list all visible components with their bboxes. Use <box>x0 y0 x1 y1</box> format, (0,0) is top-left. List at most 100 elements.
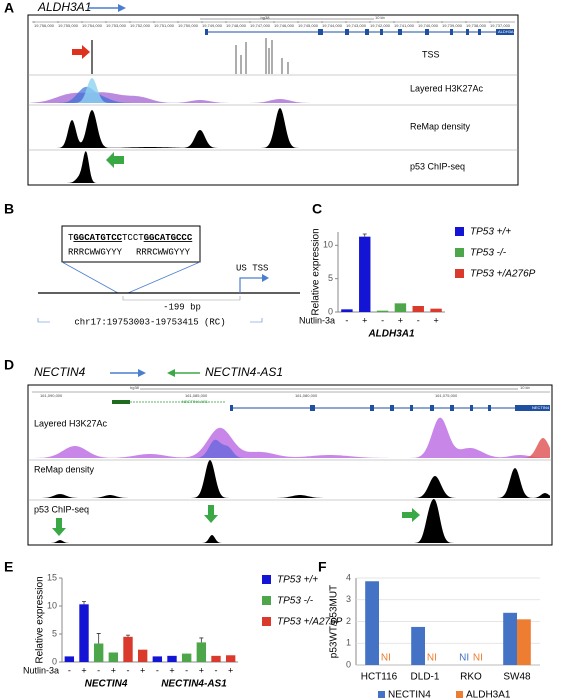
legend-label: TP53 +/A276P <box>470 269 536 280</box>
coordinate: 19,752,000 <box>130 23 151 28</box>
bar <box>376 310 389 312</box>
x-tick-label: + <box>169 665 174 675</box>
coordinate: 161,085,000 <box>185 393 208 398</box>
y-axis-label: Relative expression <box>35 576 46 663</box>
region-bracket <box>37 318 263 323</box>
chipseq-signal <box>30 498 550 543</box>
x-tick-label: - <box>215 665 218 675</box>
seq-part: GGCATGTCC <box>73 233 122 243</box>
y-tick-label: 1 <box>346 638 351 648</box>
x-tick-label: - <box>127 665 130 675</box>
coordinate: 19,745,000 <box>298 23 319 28</box>
coordinate: 161,075,000 <box>435 393 458 398</box>
bar <box>430 308 442 312</box>
track-label: ReMap density <box>34 464 95 474</box>
legend-label: TP53 +/A276P <box>277 617 343 628</box>
exons <box>230 405 550 411</box>
value-label: NI <box>473 653 483 664</box>
distance-bracket <box>122 296 241 301</box>
coordinate: 19,748,000 <box>226 23 247 28</box>
chipseq-signal <box>30 151 516 183</box>
x-tick-label: + <box>199 665 204 675</box>
coordinate: 19,743,000 <box>346 23 367 28</box>
x-tick-label: + <box>398 315 403 325</box>
panel-label: A <box>4 0 14 16</box>
gene-name: NECTIN4-AS1 <box>205 365 283 379</box>
coordinate: 19,751,000 <box>154 23 175 28</box>
bar <box>411 626 425 665</box>
bar <box>394 303 407 312</box>
bar <box>123 636 133 662</box>
bar <box>167 655 177 662</box>
legend-swatch <box>262 596 271 605</box>
bar <box>93 643 104 662</box>
y-tick-label: 5 <box>328 273 333 283</box>
assembly: hg38 <box>261 15 271 20</box>
coordinate: 19,754,000 <box>82 23 103 28</box>
green-arrows <box>52 505 420 536</box>
y-tick-label: 4 <box>346 572 351 582</box>
legend-swatch <box>455 248 464 257</box>
coordinate: 19,740,000 <box>418 23 439 28</box>
remap-signal <box>30 108 516 148</box>
callout <box>61 261 201 294</box>
track-label: p53 ChIP-seq <box>34 504 89 514</box>
y-tick-label: 0 <box>328 306 333 316</box>
x-tick-label: - <box>345 315 348 325</box>
tss-lines <box>91 38 289 74</box>
h3k27ac-signal <box>30 92 516 103</box>
y-tick-label: 10 <box>47 600 57 610</box>
gene-arrow <box>110 369 146 377</box>
legend-swatch <box>456 691 463 698</box>
sequence: TGGCATGTCCTCCTGGCATGCCC <box>68 233 193 243</box>
group-label: NECTIN4 <box>85 679 128 690</box>
remap-signal <box>30 460 550 498</box>
row-label: Nutlin-3a <box>299 315 335 325</box>
y-axis-label: p53WT/p53MUT <box>329 585 340 658</box>
bar <box>211 655 221 662</box>
bar <box>412 306 424 312</box>
bar <box>196 642 207 662</box>
panel-label: F <box>318 559 327 575</box>
coordinate: 19,747,000 <box>250 23 271 28</box>
error-bar <box>96 633 101 644</box>
legend-label: TP53 -/- <box>470 248 507 259</box>
coordinate: 19,746,000 <box>274 23 295 28</box>
value-label: NI <box>459 653 469 664</box>
y-axis-label: Relative expression <box>311 228 322 315</box>
legend-label: ALDH3A1 <box>466 690 511 700</box>
scale: 10 kb <box>520 385 531 390</box>
gene-arrow <box>167 369 200 377</box>
bar <box>152 656 163 662</box>
track-label: ReMap density <box>410 121 471 131</box>
bar <box>137 649 148 662</box>
legend-swatch <box>378 691 385 698</box>
h3k27ac-signal <box>30 86 516 103</box>
coordinate: 19,742,000 <box>370 23 391 28</box>
assembly: hg38 <box>130 385 140 390</box>
value-label: NI <box>381 653 391 664</box>
scale: 10 kb <box>375 15 386 20</box>
tss-label: US TSS <box>236 263 268 273</box>
x-tick-label: - <box>417 315 420 325</box>
coordinate: 19,739,000 <box>442 23 463 28</box>
region: chr17:19753003-19753415 (RC) <box>74 317 225 327</box>
row-label: Nutlin-3a <box>23 665 59 675</box>
legend-swatch <box>455 269 464 278</box>
coordinate: 161,080,000 <box>295 393 318 398</box>
gene-label: ALDH3A1 <box>498 29 517 34</box>
coordinate: 19,749,000 <box>202 23 223 28</box>
error-bar <box>199 637 204 643</box>
y-tick-label: 0 <box>346 659 351 669</box>
x-tick-label: + <box>140 665 145 675</box>
gene-label: NECTIN4 <box>532 405 550 410</box>
legend-label: TP53 +/+ <box>470 227 511 238</box>
bar <box>64 656 75 662</box>
y-tick-label: 2 <box>346 616 351 626</box>
panel-label: E <box>4 559 13 575</box>
x-tick-label: + <box>228 665 233 675</box>
green-arrow <box>106 152 124 168</box>
x-tick-label: + <box>433 315 438 325</box>
gene-name: NECTIN4 <box>34 365 86 379</box>
